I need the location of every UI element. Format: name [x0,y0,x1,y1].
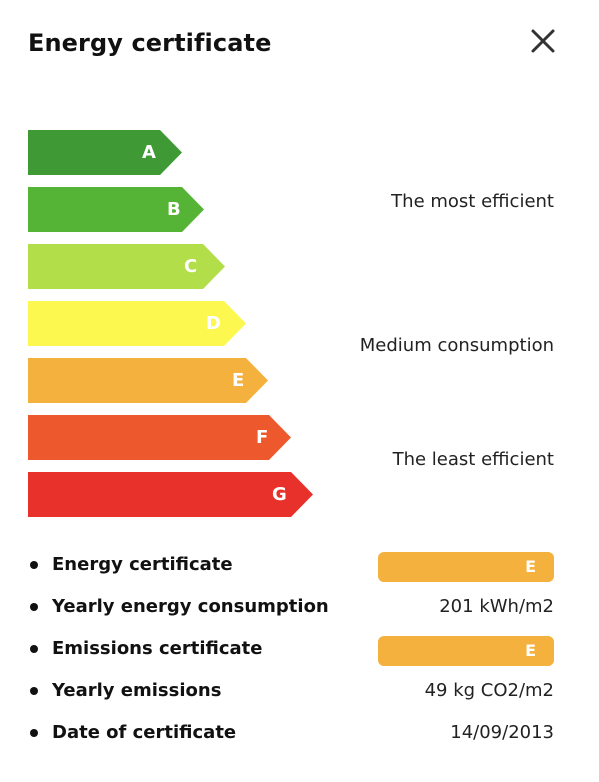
rating-letter: C [184,256,198,277]
detail-label: Emissions certificate [52,638,263,659]
bar-shape [28,187,204,232]
scale-label-least-efficient: The least efficient [392,449,554,470]
bullet-icon [30,561,38,569]
close-button[interactable] [528,26,558,56]
detail-value: 201 kWh/m2 [439,596,554,617]
list-item-date-of-certificate: Date of certificate 14/09/2013 [28,716,554,758]
list-item-emissions-certificate: Emissions certificate E [28,632,554,674]
bar-shape [28,358,268,403]
bar-shape [28,301,246,346]
list-item-energy-certificate: Energy certificate E [28,548,554,590]
detail-value: 14/09/2013 [450,722,554,743]
bar-shape [28,130,182,175]
rating-arrow-shape [28,358,268,403]
list-item-yearly-energy-consumption: Yearly energy consumption 201 kWh/m2 [28,590,554,632]
rating-arrow-shape [28,187,204,232]
rating-arrow-shape [28,415,291,460]
rating-letter: D [206,313,221,334]
bar-shape [28,472,313,517]
rating-letter: F [256,427,269,448]
bar-shape [28,415,291,460]
rating-arrow-shape [28,472,313,517]
detail-label: Date of certificate [52,722,237,743]
emissions-rating-badge: E [378,636,554,666]
close-icon [531,29,555,53]
energy-rating-badge: E [378,552,554,582]
rating-letter: B [167,199,181,220]
detail-label: Energy certificate [52,554,233,575]
energy-rating-scale: A B C D E F G [28,130,348,520]
scale-label-most-efficient: The most efficient [391,191,554,212]
rating-arrow-shape [28,301,246,346]
scale-label-medium-consumption: Medium consumption [359,335,554,356]
rating-arrow-shape [28,244,225,289]
page-title: Energy certificate [28,29,272,57]
list-item-yearly-emissions: Yearly emissions 49 kg CO2/m2 [28,674,554,716]
bullet-icon [30,687,38,695]
badge-letter: E [525,557,536,576]
rating-letter: G [272,484,287,505]
bullet-icon [30,603,38,611]
bullet-icon [30,729,38,737]
detail-label: Yearly energy consumption [52,596,329,617]
detail-label: Yearly emissions [52,680,222,701]
certificate-details-list: Energy certificate E Yearly energy consu… [28,548,554,758]
bar-shape [28,244,225,289]
rating-letter: E [232,370,245,391]
rating-letter: A [142,142,156,163]
rating-arrow-shape [28,130,182,175]
detail-value: 49 kg CO2/m2 [424,680,554,701]
badge-letter: E [525,641,536,660]
bullet-icon [30,645,38,653]
